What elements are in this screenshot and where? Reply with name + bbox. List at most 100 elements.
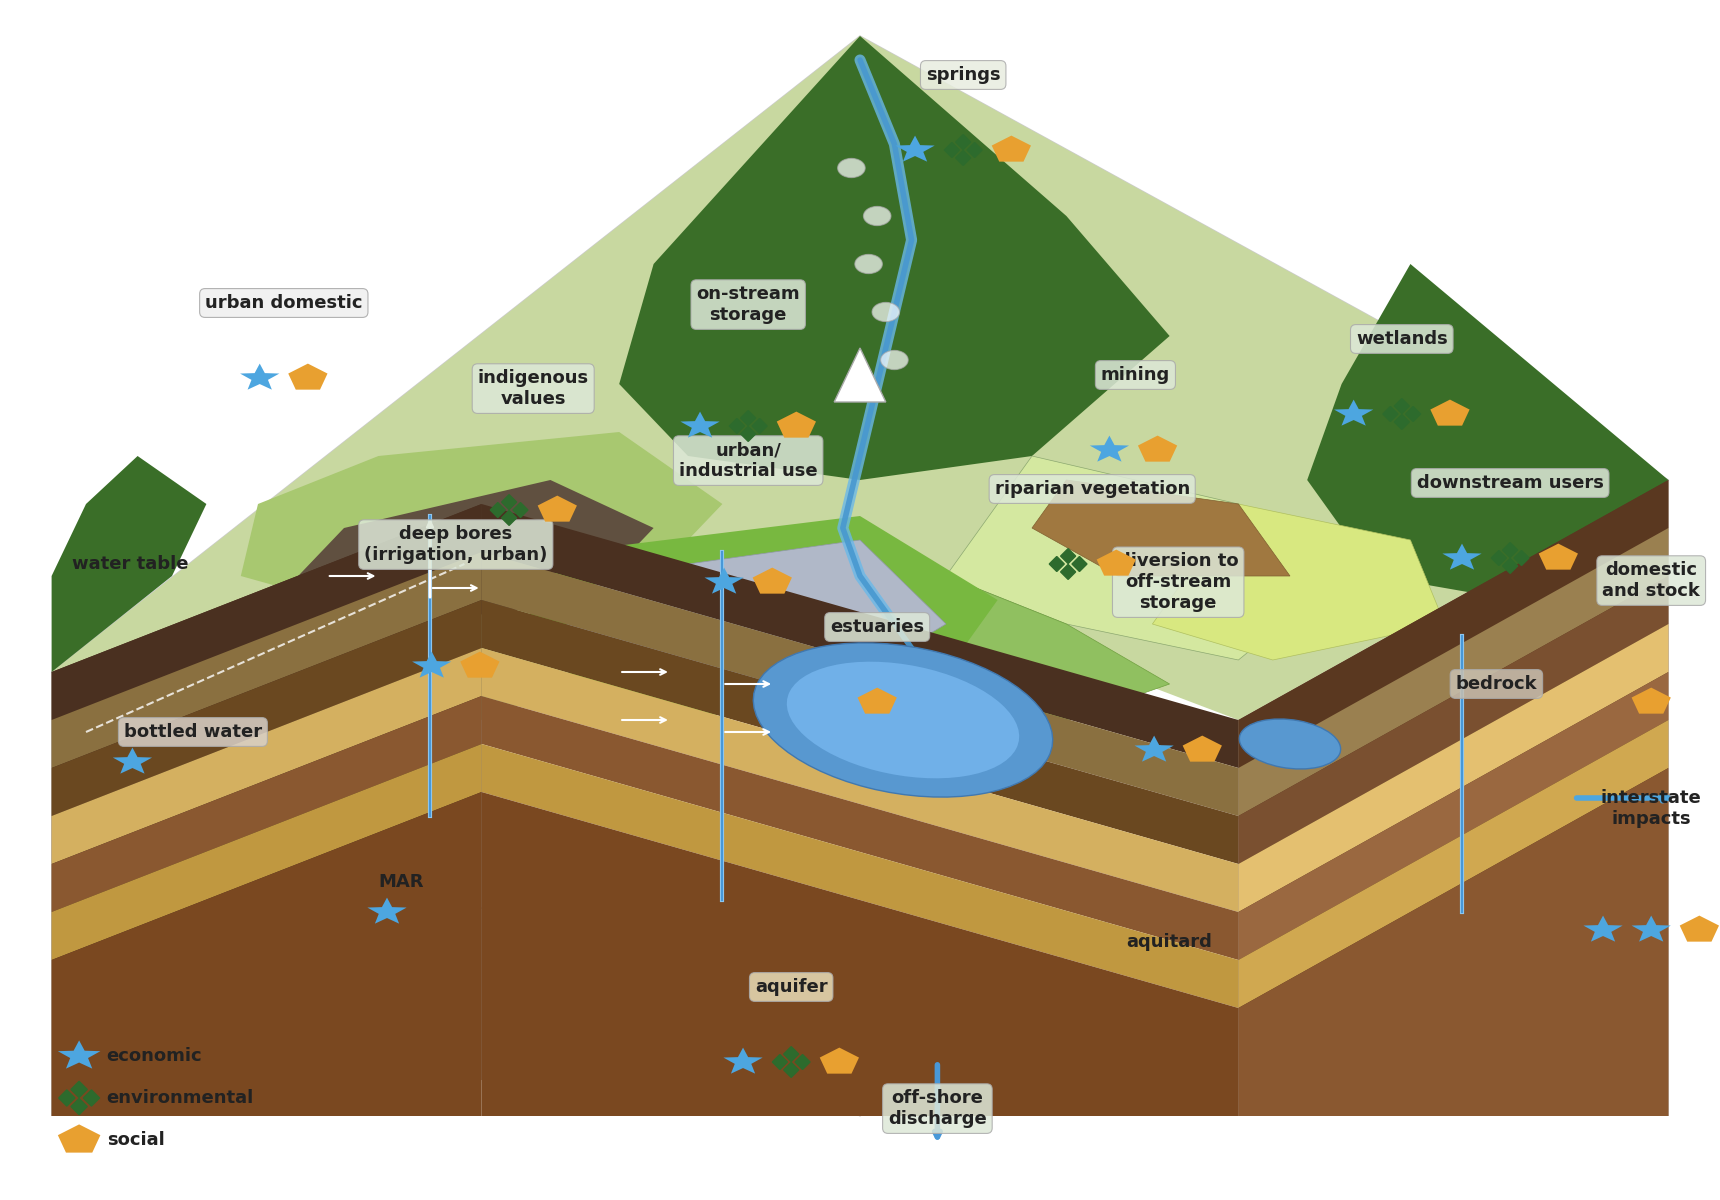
Polygon shape (956, 150, 970, 166)
Polygon shape (482, 600, 1238, 864)
Polygon shape (1383, 407, 1398, 421)
Polygon shape (482, 552, 1238, 816)
Polygon shape (482, 792, 1238, 1116)
Text: aquifer: aquifer (755, 978, 827, 996)
Polygon shape (777, 412, 815, 438)
Text: interstate
impacts: interstate impacts (1601, 790, 1701, 828)
Polygon shape (461, 652, 499, 678)
Polygon shape (52, 792, 482, 1116)
Text: on-stream
storage: on-stream storage (697, 286, 800, 324)
Polygon shape (1395, 398, 1409, 414)
Polygon shape (1539, 544, 1577, 570)
Ellipse shape (1240, 719, 1340, 769)
Polygon shape (1135, 736, 1173, 762)
Polygon shape (1238, 720, 1668, 1008)
Polygon shape (502, 494, 516, 510)
Polygon shape (1431, 400, 1469, 426)
Polygon shape (1238, 624, 1668, 912)
Circle shape (855, 254, 882, 274)
Polygon shape (1238, 576, 1668, 864)
Polygon shape (1238, 528, 1668, 816)
Polygon shape (490, 503, 506, 517)
Polygon shape (502, 510, 516, 526)
Polygon shape (368, 898, 406, 924)
Polygon shape (1584, 916, 1622, 942)
Polygon shape (241, 432, 722, 624)
Polygon shape (858, 688, 896, 714)
Polygon shape (772, 1055, 788, 1069)
Polygon shape (896, 136, 934, 162)
Text: urban/
industrial use: urban/ industrial use (679, 442, 817, 480)
Text: mining: mining (1101, 366, 1170, 384)
Polygon shape (1090, 436, 1128, 462)
Text: diversion to
off-stream
storage: diversion to off-stream storage (1118, 552, 1238, 612)
Polygon shape (1061, 564, 1075, 580)
Polygon shape (1049, 557, 1065, 571)
Polygon shape (1632, 916, 1670, 942)
Polygon shape (1238, 480, 1668, 1116)
Polygon shape (834, 348, 886, 402)
Polygon shape (795, 1055, 810, 1069)
Text: urban domestic: urban domestic (205, 294, 363, 312)
Polygon shape (944, 143, 960, 157)
Text: aquitard: aquitard (1127, 934, 1213, 950)
Text: MAR: MAR (378, 874, 423, 890)
Polygon shape (241, 364, 279, 390)
Text: indigenous
values: indigenous values (478, 370, 588, 408)
Polygon shape (52, 36, 1668, 1116)
Polygon shape (752, 419, 767, 433)
Polygon shape (705, 568, 743, 594)
Polygon shape (1443, 544, 1481, 570)
Text: bottled water: bottled water (124, 722, 261, 740)
Polygon shape (1032, 480, 1290, 576)
Polygon shape (71, 1081, 88, 1098)
Polygon shape (550, 540, 946, 696)
Polygon shape (482, 504, 1238, 768)
Text: environmental: environmental (107, 1090, 255, 1106)
Polygon shape (1139, 436, 1176, 462)
Polygon shape (753, 568, 791, 594)
Text: domestic
and stock: domestic and stock (1603, 562, 1699, 600)
Polygon shape (784, 1062, 798, 1078)
Polygon shape (1491, 551, 1507, 565)
Polygon shape (681, 412, 719, 438)
Circle shape (881, 350, 908, 370)
Polygon shape (1238, 768, 1668, 1116)
Text: water table: water table (72, 554, 189, 572)
Text: bedrock: bedrock (1455, 674, 1538, 692)
Polygon shape (482, 648, 1238, 912)
Circle shape (863, 206, 891, 226)
Polygon shape (619, 36, 1170, 480)
Polygon shape (1335, 400, 1373, 426)
Text: wetlands: wetlands (1355, 330, 1448, 348)
Polygon shape (946, 456, 1342, 660)
Polygon shape (784, 1046, 798, 1062)
Polygon shape (114, 748, 151, 774)
Polygon shape (1503, 542, 1517, 558)
Polygon shape (1061, 548, 1075, 564)
Polygon shape (52, 600, 482, 816)
Polygon shape (52, 552, 482, 768)
Text: estuaries: estuaries (831, 618, 924, 636)
Ellipse shape (786, 661, 1020, 779)
Polygon shape (1238, 480, 1668, 768)
Polygon shape (1395, 414, 1409, 430)
Polygon shape (413, 652, 451, 678)
Polygon shape (482, 696, 1238, 960)
Polygon shape (83, 1090, 100, 1106)
Polygon shape (1097, 550, 1135, 576)
Polygon shape (275, 480, 654, 624)
Polygon shape (71, 1098, 88, 1115)
Polygon shape (1238, 672, 1668, 960)
Polygon shape (1632, 688, 1670, 714)
Polygon shape (1503, 558, 1517, 574)
Polygon shape (58, 1090, 76, 1106)
Polygon shape (929, 576, 1170, 720)
Ellipse shape (753, 643, 1053, 797)
Polygon shape (992, 136, 1030, 162)
Polygon shape (482, 744, 1238, 1008)
Polygon shape (1514, 551, 1529, 565)
Polygon shape (52, 504, 482, 720)
Text: deep bores
(irrigation, urban): deep bores (irrigation, urban) (365, 526, 547, 564)
Polygon shape (52, 744, 482, 960)
